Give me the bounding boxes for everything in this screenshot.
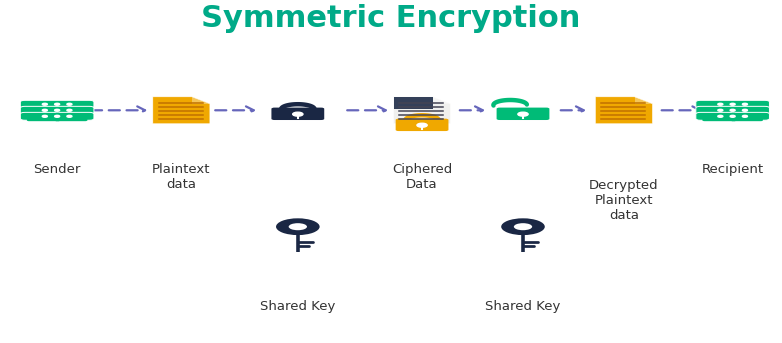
Text: Symmetric Encryption: Symmetric Encryption xyxy=(201,4,581,33)
FancyBboxPatch shape xyxy=(696,113,769,120)
Circle shape xyxy=(501,218,545,235)
Circle shape xyxy=(514,223,533,230)
Circle shape xyxy=(718,109,723,111)
Circle shape xyxy=(742,103,748,105)
Circle shape xyxy=(289,223,307,230)
FancyBboxPatch shape xyxy=(396,119,448,131)
Circle shape xyxy=(42,103,48,105)
FancyBboxPatch shape xyxy=(696,106,769,114)
Text: Plaintext
data: Plaintext data xyxy=(152,163,210,191)
Polygon shape xyxy=(192,97,210,104)
Polygon shape xyxy=(432,97,450,104)
Circle shape xyxy=(42,115,48,117)
Polygon shape xyxy=(393,97,450,124)
Text: Decrypted
Plaintext
data: Decrypted Plaintext data xyxy=(589,179,658,222)
Circle shape xyxy=(55,109,59,111)
FancyBboxPatch shape xyxy=(497,108,550,120)
Circle shape xyxy=(42,109,48,111)
FancyBboxPatch shape xyxy=(702,118,763,121)
Circle shape xyxy=(276,218,320,235)
Text: Shared Key: Shared Key xyxy=(260,300,335,313)
FancyBboxPatch shape xyxy=(696,100,769,108)
Circle shape xyxy=(67,115,72,117)
Text: Ciphered
Data: Ciphered Data xyxy=(392,163,452,191)
FancyBboxPatch shape xyxy=(20,100,94,108)
Polygon shape xyxy=(634,97,652,104)
Circle shape xyxy=(718,115,723,117)
FancyBboxPatch shape xyxy=(271,108,325,120)
Circle shape xyxy=(742,115,748,117)
Circle shape xyxy=(67,109,72,111)
Circle shape xyxy=(292,112,303,116)
FancyBboxPatch shape xyxy=(20,113,94,120)
Text: Recipient: Recipient xyxy=(701,163,764,176)
FancyBboxPatch shape xyxy=(20,106,94,114)
Circle shape xyxy=(518,112,528,116)
Circle shape xyxy=(730,115,735,117)
Polygon shape xyxy=(152,97,210,124)
Circle shape xyxy=(67,103,72,105)
FancyBboxPatch shape xyxy=(27,118,88,121)
Text: Shared Key: Shared Key xyxy=(486,300,561,313)
Circle shape xyxy=(730,103,735,105)
Circle shape xyxy=(55,115,59,117)
Circle shape xyxy=(742,109,748,111)
Circle shape xyxy=(55,103,59,105)
Circle shape xyxy=(417,123,427,127)
Circle shape xyxy=(718,103,723,105)
Text: Sender: Sender xyxy=(34,163,81,176)
Circle shape xyxy=(730,109,735,111)
Polygon shape xyxy=(393,97,432,109)
Polygon shape xyxy=(595,97,652,124)
